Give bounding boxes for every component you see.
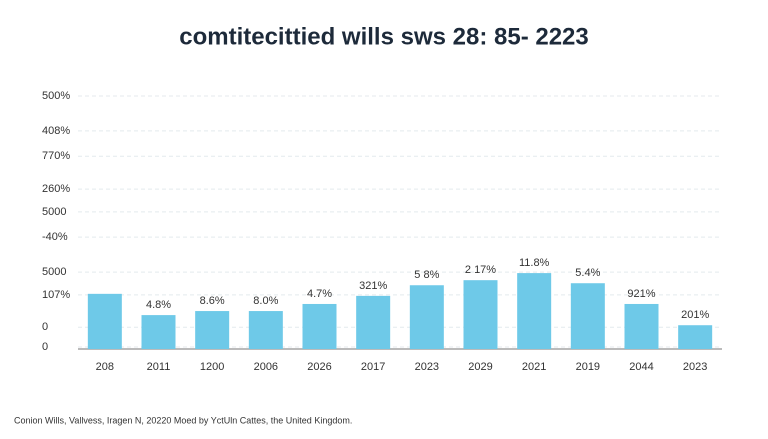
x-tick-label: 2026 [307,361,331,373]
x-tick-label: 2006 [254,361,278,373]
y-tick-label: 5000 [42,266,66,278]
x-tick-label: 2023 [415,361,439,373]
y-tick-label: 500% [42,90,70,102]
bar [87,293,122,349]
data-label: 8.0% [253,295,278,307]
data-label: 2 17% [465,264,496,276]
x-tick-label: 2044 [629,361,653,373]
bar [409,285,444,349]
y-tick-label: 260% [42,183,70,195]
y-tick-label: 107% [42,289,70,301]
x-tick-label: 1200 [200,361,224,373]
x-tick-label: 2029 [468,361,492,373]
data-label: 5 8% [414,269,439,281]
bar [356,295,391,349]
bar [195,311,230,349]
bar [678,325,713,349]
bar [463,280,498,349]
y-tick-label: 408% [42,125,70,137]
x-tick-label: 208 [96,361,114,373]
x-tick-label: 2011 [147,361,171,373]
data-label: 921% [627,288,655,300]
y-tick-label: -40% [42,231,68,243]
bar [141,315,176,349]
data-label: 4.8% [146,299,171,311]
chart-title: comtitecittied wills sws 28: 85- 2223 [179,23,589,50]
bar [248,311,283,349]
y-tick-label: 0 [42,321,48,333]
source-note: Conion Wills, Vallvess, Iragen N, 20220 … [14,415,352,425]
data-label: 11.8% [519,257,550,269]
data-label: 4.7% [307,288,332,300]
x-tick-label: 2023 [683,361,707,373]
y-tick-label: 5000 [42,206,66,218]
x-tick-label: 2019 [576,361,600,373]
bar [302,303,337,349]
bar [570,283,605,349]
bar [517,273,552,349]
x-tick-label: 2017 [361,361,385,373]
x-tick-label: 2021 [522,361,546,373]
data-label: 5.4% [575,267,600,279]
y-tick-label: 0 [42,341,48,353]
data-label: 8.6% [200,295,225,307]
y-tick-label: 770% [42,150,70,162]
data-label: 201% [681,309,709,321]
bar [624,303,659,349]
data-label: 321% [359,280,387,292]
